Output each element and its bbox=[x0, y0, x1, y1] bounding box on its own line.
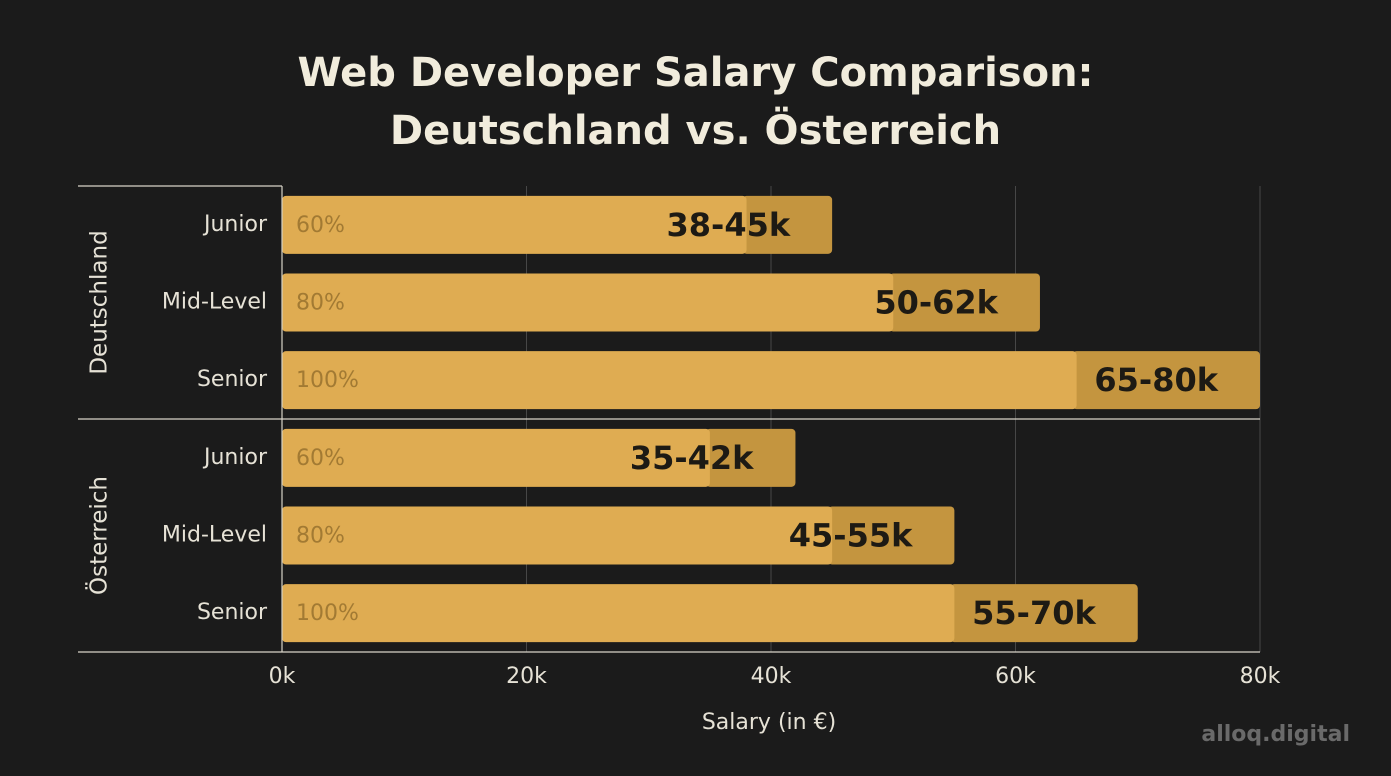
y-tick-label: Mid-Level bbox=[162, 290, 267, 315]
bar bbox=[282, 506, 833, 565]
range-extension bbox=[1072, 351, 1260, 410]
bar bbox=[282, 195, 747, 254]
bar bbox=[282, 428, 710, 487]
range-extension bbox=[705, 428, 796, 487]
range-extension bbox=[742, 195, 833, 254]
bar bbox=[282, 273, 894, 332]
x-tick-label: 20k bbox=[506, 664, 547, 689]
percent-label: 60% bbox=[296, 213, 345, 238]
y-tick-label: Junior bbox=[202, 212, 268, 237]
value-label: 38-45k bbox=[667, 206, 791, 244]
x-tick-label: 0k bbox=[269, 664, 296, 689]
value-label: 50-62k bbox=[874, 284, 998, 322]
x-tick-label: 80k bbox=[1240, 664, 1281, 689]
value-label: 55-70k bbox=[972, 594, 1096, 632]
value-label: 35-42k bbox=[630, 439, 754, 477]
group-label: Österreich bbox=[85, 476, 113, 595]
range-extension bbox=[828, 506, 955, 565]
range-extension bbox=[950, 584, 1138, 643]
y-tick-label: Junior bbox=[202, 445, 268, 470]
group-label: Deutschland bbox=[87, 230, 113, 374]
range-extension bbox=[889, 273, 1040, 332]
chart-title: Web Developer Salary Comparison: Deutsch… bbox=[297, 50, 1094, 154]
percent-label: 80% bbox=[296, 524, 345, 549]
y-tick-label: Mid-Level bbox=[162, 523, 267, 548]
x-tick-label: 40k bbox=[751, 664, 792, 689]
bar bbox=[282, 584, 955, 643]
x-axis-label: Salary (in €) bbox=[702, 710, 836, 735]
y-tick-label: Senior bbox=[197, 600, 268, 625]
x-tick-label: 60k bbox=[995, 664, 1036, 689]
watermark: alloq.digital bbox=[1201, 722, 1350, 747]
y-tick-label: Senior bbox=[197, 367, 268, 392]
value-label: 45-55k bbox=[789, 517, 913, 555]
percent-label: 100% bbox=[296, 601, 359, 626]
value-label: 65-80k bbox=[1094, 361, 1218, 399]
bar bbox=[282, 351, 1077, 410]
percent-label: 60% bbox=[296, 446, 345, 471]
percent-label: 100% bbox=[296, 368, 359, 393]
percent-label: 80% bbox=[296, 291, 345, 316]
